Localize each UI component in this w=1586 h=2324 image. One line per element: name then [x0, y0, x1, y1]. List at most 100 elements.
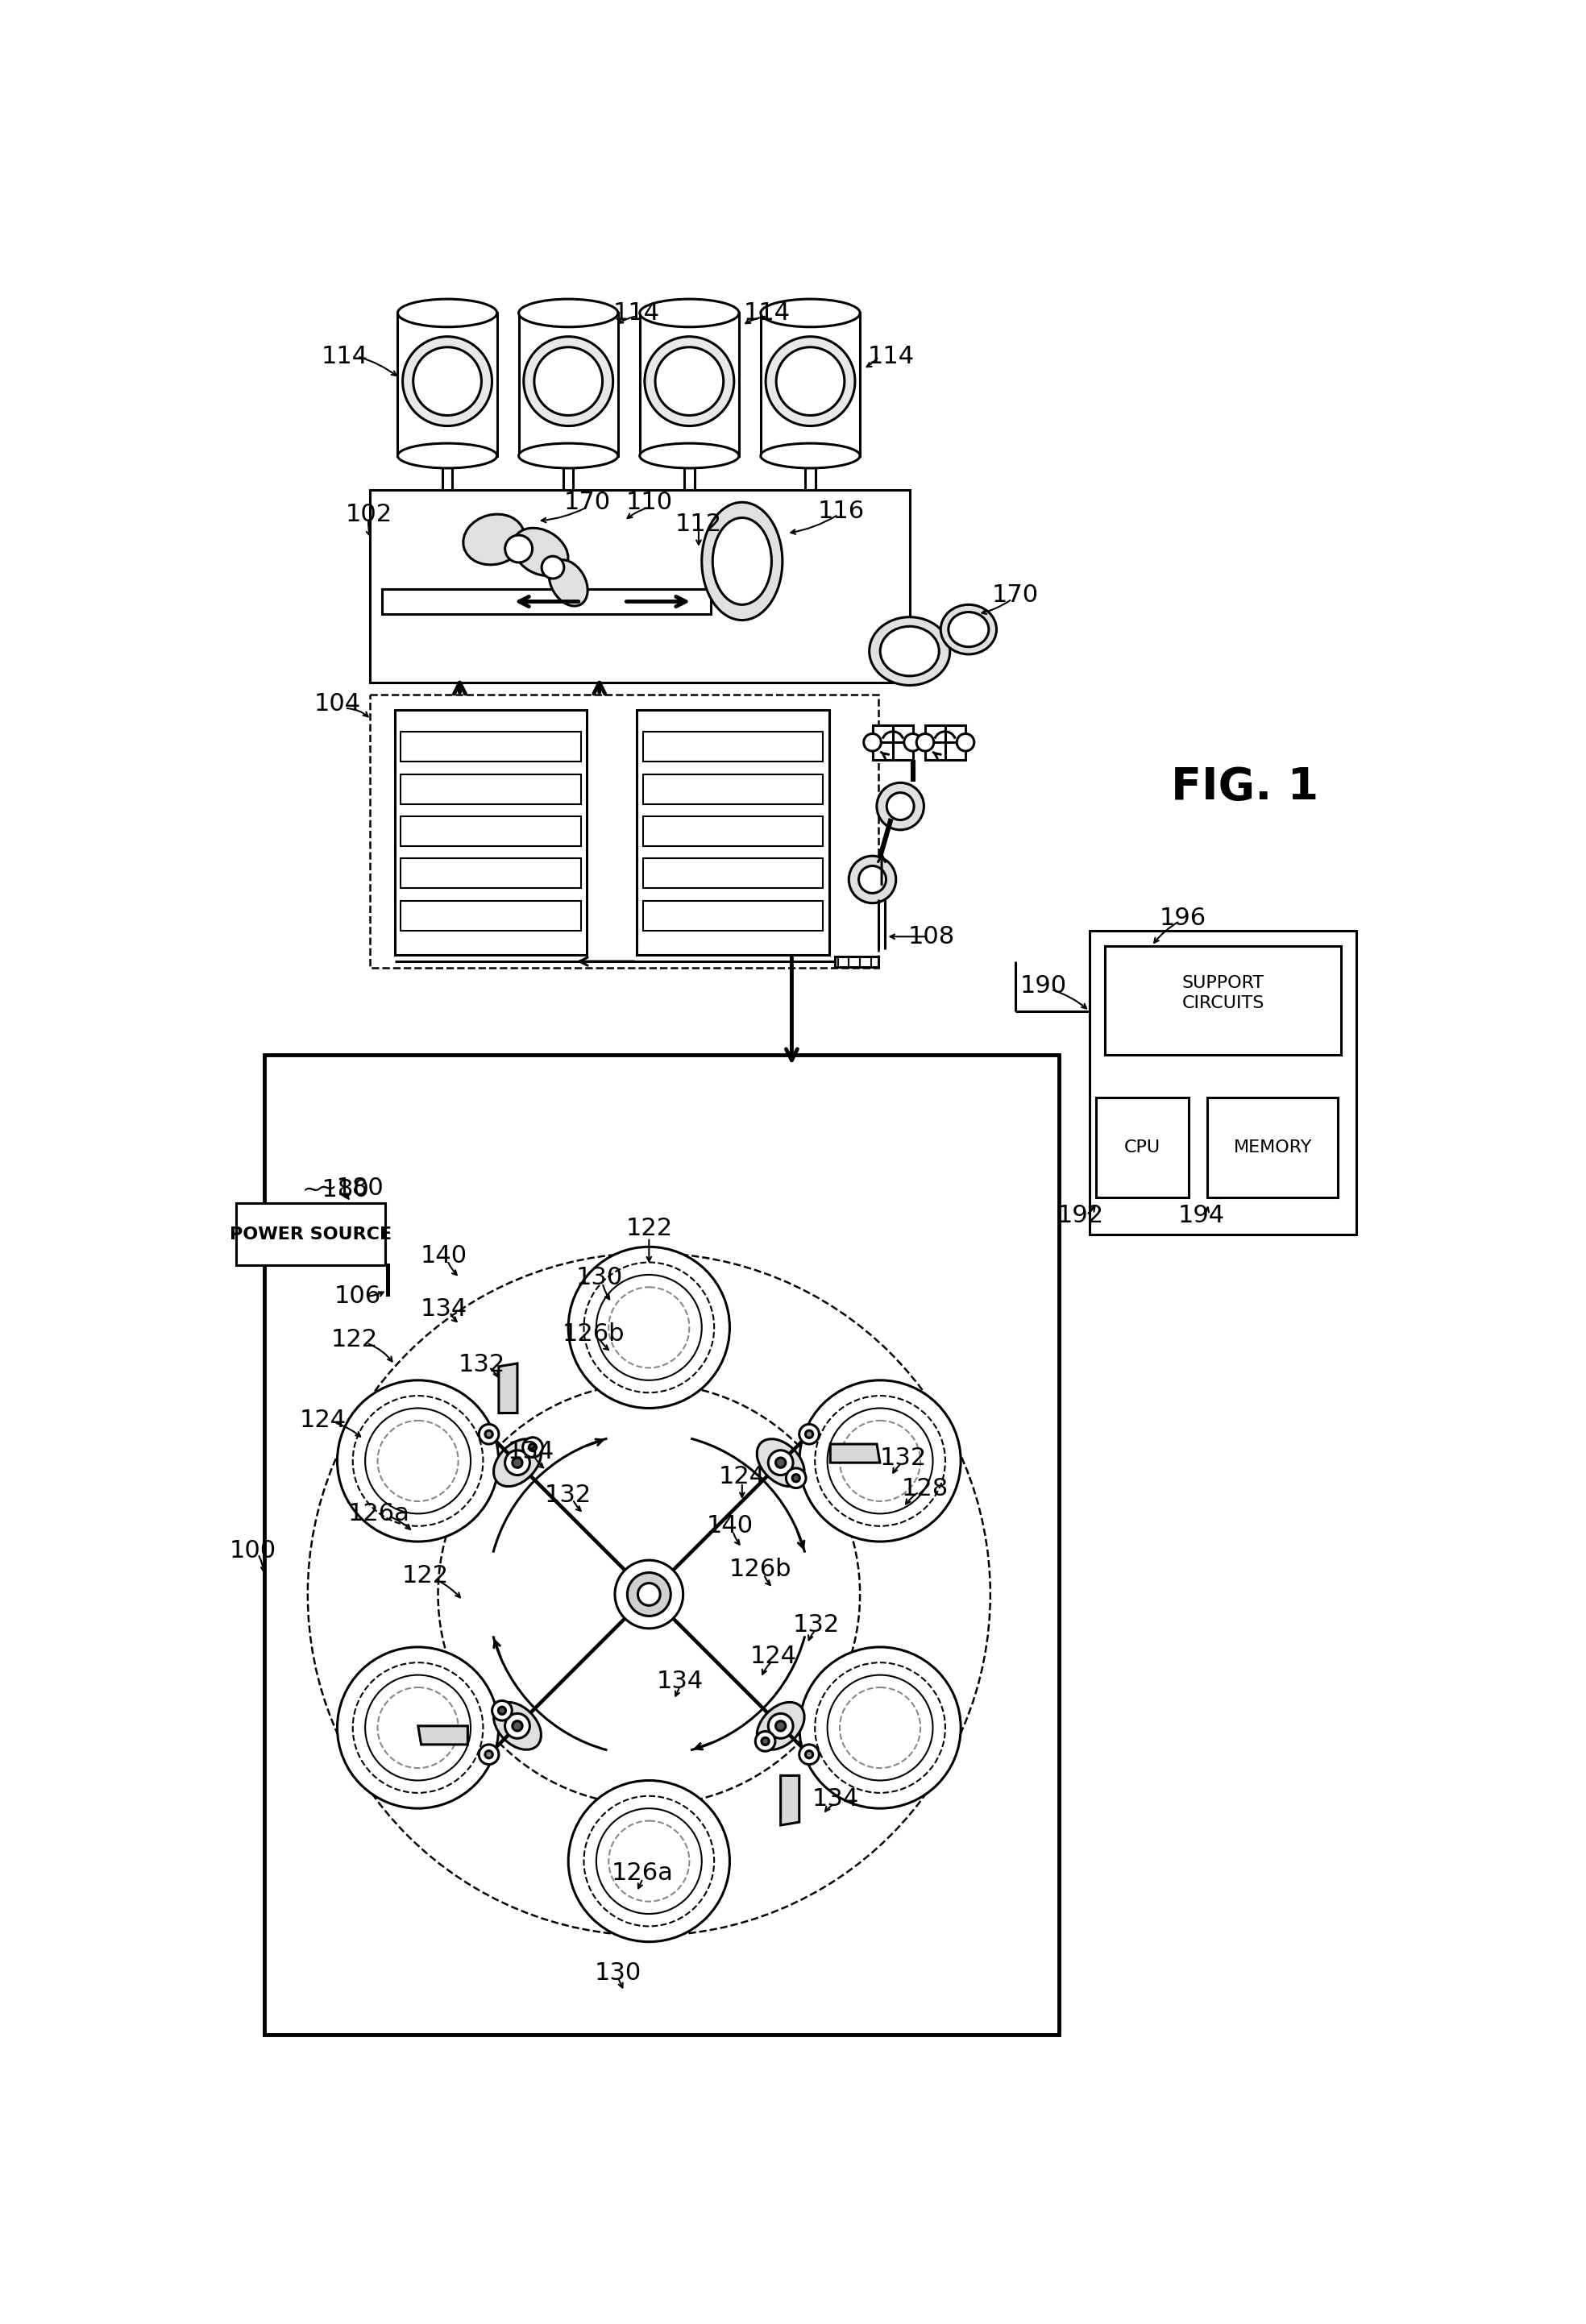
Circle shape — [338, 1648, 498, 1808]
Text: CPU: CPU — [1124, 1139, 1161, 1155]
Text: 140: 140 — [420, 1243, 468, 1269]
Ellipse shape — [701, 502, 782, 621]
Circle shape — [877, 783, 925, 830]
Text: 170: 170 — [991, 583, 1039, 607]
Text: 190: 190 — [1020, 974, 1066, 997]
Bar — [642, 902, 823, 930]
Circle shape — [766, 337, 855, 425]
Text: 114: 114 — [868, 344, 915, 367]
Text: 134: 134 — [657, 1669, 704, 1692]
Bar — [401, 858, 580, 888]
Bar — [642, 816, 823, 846]
Circle shape — [815, 1397, 945, 1527]
Text: 134: 134 — [812, 1787, 858, 1810]
Text: 134: 134 — [420, 1297, 468, 1320]
Text: 194: 194 — [1178, 1204, 1224, 1227]
Circle shape — [815, 1662, 945, 1792]
Text: 126b: 126b — [730, 1557, 791, 1580]
Text: 114: 114 — [322, 344, 368, 367]
Text: 100: 100 — [230, 1538, 276, 1562]
Circle shape — [787, 1469, 806, 1487]
Bar — [636, 711, 829, 955]
Ellipse shape — [761, 300, 860, 328]
Text: 116: 116 — [818, 500, 864, 523]
Circle shape — [615, 1559, 684, 1629]
Circle shape — [806, 1750, 814, 1759]
Text: 108: 108 — [907, 925, 955, 948]
Circle shape — [864, 734, 882, 751]
Circle shape — [806, 1432, 814, 1439]
Circle shape — [512, 1722, 522, 1731]
Bar — [642, 732, 823, 762]
Polygon shape — [831, 1443, 880, 1462]
Text: FIG. 1: FIG. 1 — [1170, 767, 1318, 809]
Circle shape — [644, 337, 734, 425]
Circle shape — [609, 1287, 690, 1369]
Circle shape — [793, 1473, 799, 1483]
Bar — [639, 314, 739, 456]
Text: 122: 122 — [403, 1564, 449, 1587]
Circle shape — [755, 1731, 776, 1752]
Circle shape — [504, 535, 533, 562]
Circle shape — [799, 1380, 961, 1541]
Circle shape — [858, 867, 887, 892]
Circle shape — [655, 346, 723, 416]
Ellipse shape — [493, 1439, 541, 1487]
Circle shape — [596, 1276, 701, 1380]
Circle shape — [365, 1408, 471, 1513]
Circle shape — [917, 734, 934, 751]
Circle shape — [338, 1380, 498, 1541]
Bar — [642, 858, 823, 888]
Text: 134: 134 — [508, 1441, 555, 1464]
Bar — [925, 725, 966, 760]
Text: MEMORY: MEMORY — [1234, 1139, 1312, 1155]
Circle shape — [403, 337, 492, 425]
Ellipse shape — [398, 300, 496, 328]
Text: 140: 140 — [706, 1515, 753, 1538]
Circle shape — [479, 1425, 498, 1443]
Ellipse shape — [639, 300, 739, 328]
Circle shape — [498, 1706, 506, 1715]
Ellipse shape — [463, 514, 525, 565]
Polygon shape — [498, 1364, 517, 1413]
Bar — [265, 1055, 1058, 2036]
Text: 196: 196 — [1159, 906, 1205, 930]
Circle shape — [799, 1648, 961, 1808]
Circle shape — [568, 1248, 730, 1408]
Bar — [1105, 946, 1340, 1055]
Polygon shape — [780, 1776, 799, 1824]
Circle shape — [887, 792, 914, 820]
Circle shape — [534, 346, 603, 416]
Text: ~180: ~180 — [301, 1178, 370, 1202]
Circle shape — [596, 1808, 701, 1915]
Circle shape — [523, 337, 614, 425]
Text: 170: 170 — [563, 490, 611, 514]
Circle shape — [828, 1408, 933, 1513]
Circle shape — [414, 346, 482, 416]
Text: 128: 128 — [902, 1478, 948, 1501]
Text: 192: 192 — [1056, 1204, 1104, 1227]
Ellipse shape — [757, 1701, 804, 1750]
Circle shape — [512, 1457, 522, 1469]
Bar — [382, 588, 711, 614]
Circle shape — [956, 734, 974, 751]
Bar — [401, 774, 580, 804]
Text: 124: 124 — [750, 1645, 796, 1669]
Circle shape — [768, 1450, 793, 1476]
Circle shape — [485, 1750, 493, 1759]
Text: 110: 110 — [625, 490, 672, 514]
Text: 132: 132 — [880, 1446, 926, 1469]
Ellipse shape — [398, 444, 496, 467]
Ellipse shape — [940, 604, 996, 655]
Circle shape — [609, 1820, 690, 1901]
Bar — [872, 725, 912, 760]
Ellipse shape — [880, 627, 939, 676]
Text: POWER SOURCE: POWER SOURCE — [230, 1227, 392, 1243]
Circle shape — [584, 1796, 714, 1927]
Ellipse shape — [948, 611, 988, 646]
Bar — [401, 816, 580, 846]
Bar — [370, 695, 879, 967]
Text: 122: 122 — [625, 1215, 672, 1241]
Bar — [401, 732, 580, 762]
Text: 112: 112 — [676, 511, 722, 535]
